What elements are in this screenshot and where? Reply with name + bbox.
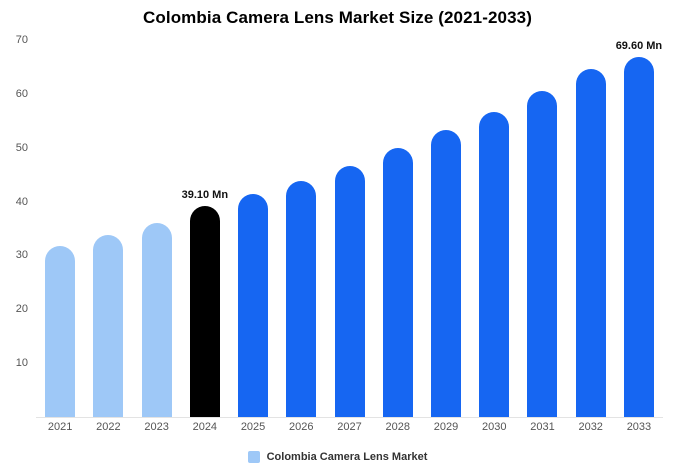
bar-column-2027	[325, 40, 373, 417]
x-axis-label-2022: 2022	[96, 421, 121, 433]
bar-2030[interactable]	[479, 112, 510, 417]
bar-column-2024: 39.10 Mn	[181, 40, 229, 417]
legend[interactable]: Colombia Camera Lens Market	[0, 451, 675, 463]
bar-2031[interactable]	[527, 91, 558, 417]
bar-column-2022	[84, 40, 132, 417]
bar-column-2026	[277, 40, 325, 417]
plot-area: 39.10 Mn 69.60 Mn	[36, 40, 663, 418]
bar-column-2021	[36, 40, 84, 417]
x-axis-label-2033: 2033	[626, 421, 652, 433]
bar-2021[interactable]	[45, 246, 76, 417]
x-axis-label-2029: 2029	[433, 421, 459, 433]
bar-2024[interactable]	[189, 206, 220, 417]
y-axis-tick-60: 60	[15, 87, 28, 100]
bar-2026[interactable]	[286, 181, 317, 417]
bar-2023[interactable]	[141, 223, 172, 417]
bar-column-2023	[132, 40, 180, 417]
bar-2027[interactable]	[334, 166, 365, 417]
x-axis-label-2027: 2027	[337, 421, 362, 433]
legend-label: Colombia Camera Lens Market	[266, 451, 428, 463]
bar-column-2032	[567, 40, 615, 417]
legend-swatch-icon	[247, 451, 260, 463]
bar-2028[interactable]	[382, 148, 413, 417]
bar-column-2025	[229, 40, 277, 417]
x-axis-label-2030: 2030	[481, 421, 507, 433]
bar-column-2031	[518, 40, 566, 417]
bar-column-2030	[470, 40, 518, 417]
bar-column-2028	[374, 40, 422, 417]
x-axis-labels: 2021 2022 2023 2024 2025 2026 2027 2028 2029 2030…	[36, 421, 663, 433]
x-axis-label-2026: 2026	[289, 421, 314, 433]
chart-title: Colombia Camera Lens Market Size (2021-2…	[143, 8, 532, 27]
bar-column-2029	[422, 40, 470, 417]
bar-2025[interactable]	[238, 194, 269, 417]
x-axis-label-2023: 2023	[144, 421, 169, 433]
x-axis-label-2031: 2031	[530, 421, 555, 433]
y-axis-tick-40: 40	[15, 195, 28, 208]
y-axis-tick-30: 30	[15, 249, 28, 262]
bar-2029[interactable]	[430, 130, 461, 417]
y-axis-tick-10: 10	[15, 357, 28, 370]
x-axis-label-2024: 2024	[192, 421, 218, 433]
x-axis-label-2021: 2021	[47, 421, 73, 433]
bar-2033[interactable]	[623, 57, 654, 417]
bar-value-label-2033: 69.60 Mn	[615, 40, 663, 52]
bar-value-label-2024: 39.10 Mn	[181, 189, 229, 201]
y-axis-tick-50: 50	[15, 141, 28, 154]
x-axis-label-2032: 2032	[578, 421, 603, 433]
y-axis-tick-20: 20	[15, 303, 28, 316]
bar-column-2033: 69.60 Mn	[615, 40, 663, 417]
bar-2032[interactable]	[575, 69, 606, 417]
x-axis-label-2025: 2025	[240, 421, 266, 433]
y-axis-tick-70: 70	[15, 34, 28, 46]
bar-2022[interactable]	[93, 235, 124, 417]
x-axis-label-2028: 2028	[385, 421, 410, 433]
